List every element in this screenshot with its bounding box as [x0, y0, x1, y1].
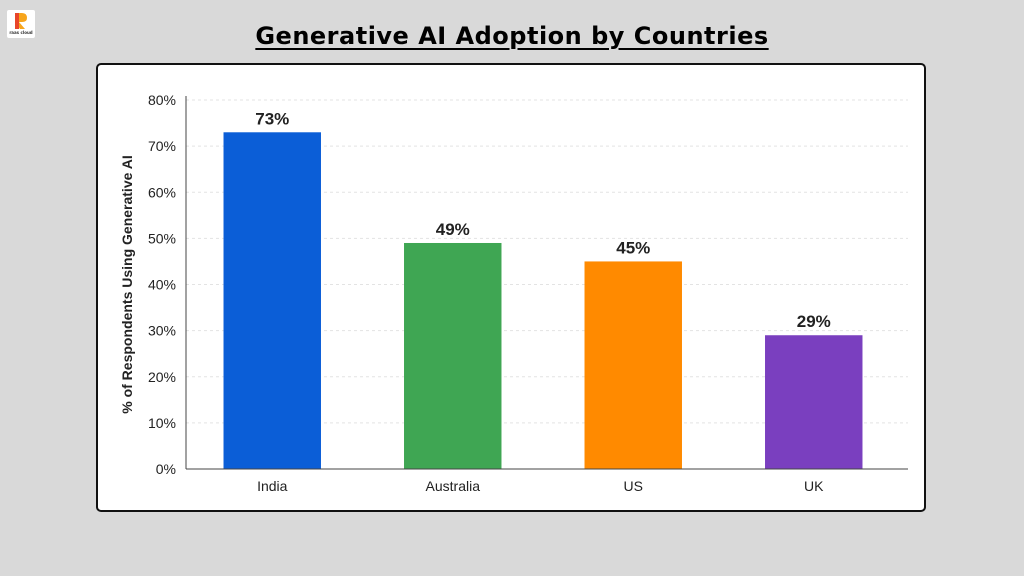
bar-australia: [404, 242, 502, 469]
raas-cloud-logo-icon: [15, 13, 27, 29]
axes: [185, 96, 908, 470]
y-tick-label: 20%: [148, 369, 176, 385]
y-tick-label: 30%: [148, 323, 176, 339]
y-tick-label: 80%: [148, 92, 176, 108]
bar-uk: [765, 335, 863, 469]
bar-us: [584, 261, 682, 469]
labels: 0% 10% 20% 30% 40% 50% 60% 70% 80% 73% India 49% Aus…: [148, 92, 831, 494]
y-tick-label: 50%: [148, 230, 176, 246]
y-axis-title: % of Respondents Using Generative AI: [119, 155, 135, 414]
x-tick-label: Australia: [426, 478, 481, 494]
data-label: 73%: [255, 109, 289, 128]
y-tick-label: 60%: [148, 184, 176, 200]
logo-text: raas cloud: [9, 30, 33, 35]
y-tick-label: 10%: [148, 415, 176, 431]
chart-card: 0% 10% 20% 30% 40% 50% 60% 70% 80% 73% India 49% Aus…: [96, 63, 926, 512]
data-label: 45%: [616, 238, 650, 257]
bar-india: [223, 132, 321, 469]
x-tick-label: UK: [804, 478, 824, 494]
data-label: 29%: [797, 312, 831, 331]
page-title-text: Generative AI Adoption by Countries: [255, 22, 769, 50]
y-tick-label: 40%: [148, 277, 176, 293]
page-title: Generative AI Adoption by Countries: [0, 22, 1024, 50]
y-tick-label: 0%: [156, 461, 176, 477]
data-label: 49%: [436, 220, 470, 239]
bars: [223, 132, 863, 469]
x-tick-label: India: [257, 478, 288, 494]
x-tick-label: US: [624, 478, 643, 494]
raas-cloud-logo: raas cloud: [7, 10, 35, 38]
bar-chart: 0% 10% 20% 30% 40% 50% 60% 70% 80% 73% India 49% Aus…: [119, 92, 908, 494]
y-tick-label: 70%: [148, 138, 176, 154]
